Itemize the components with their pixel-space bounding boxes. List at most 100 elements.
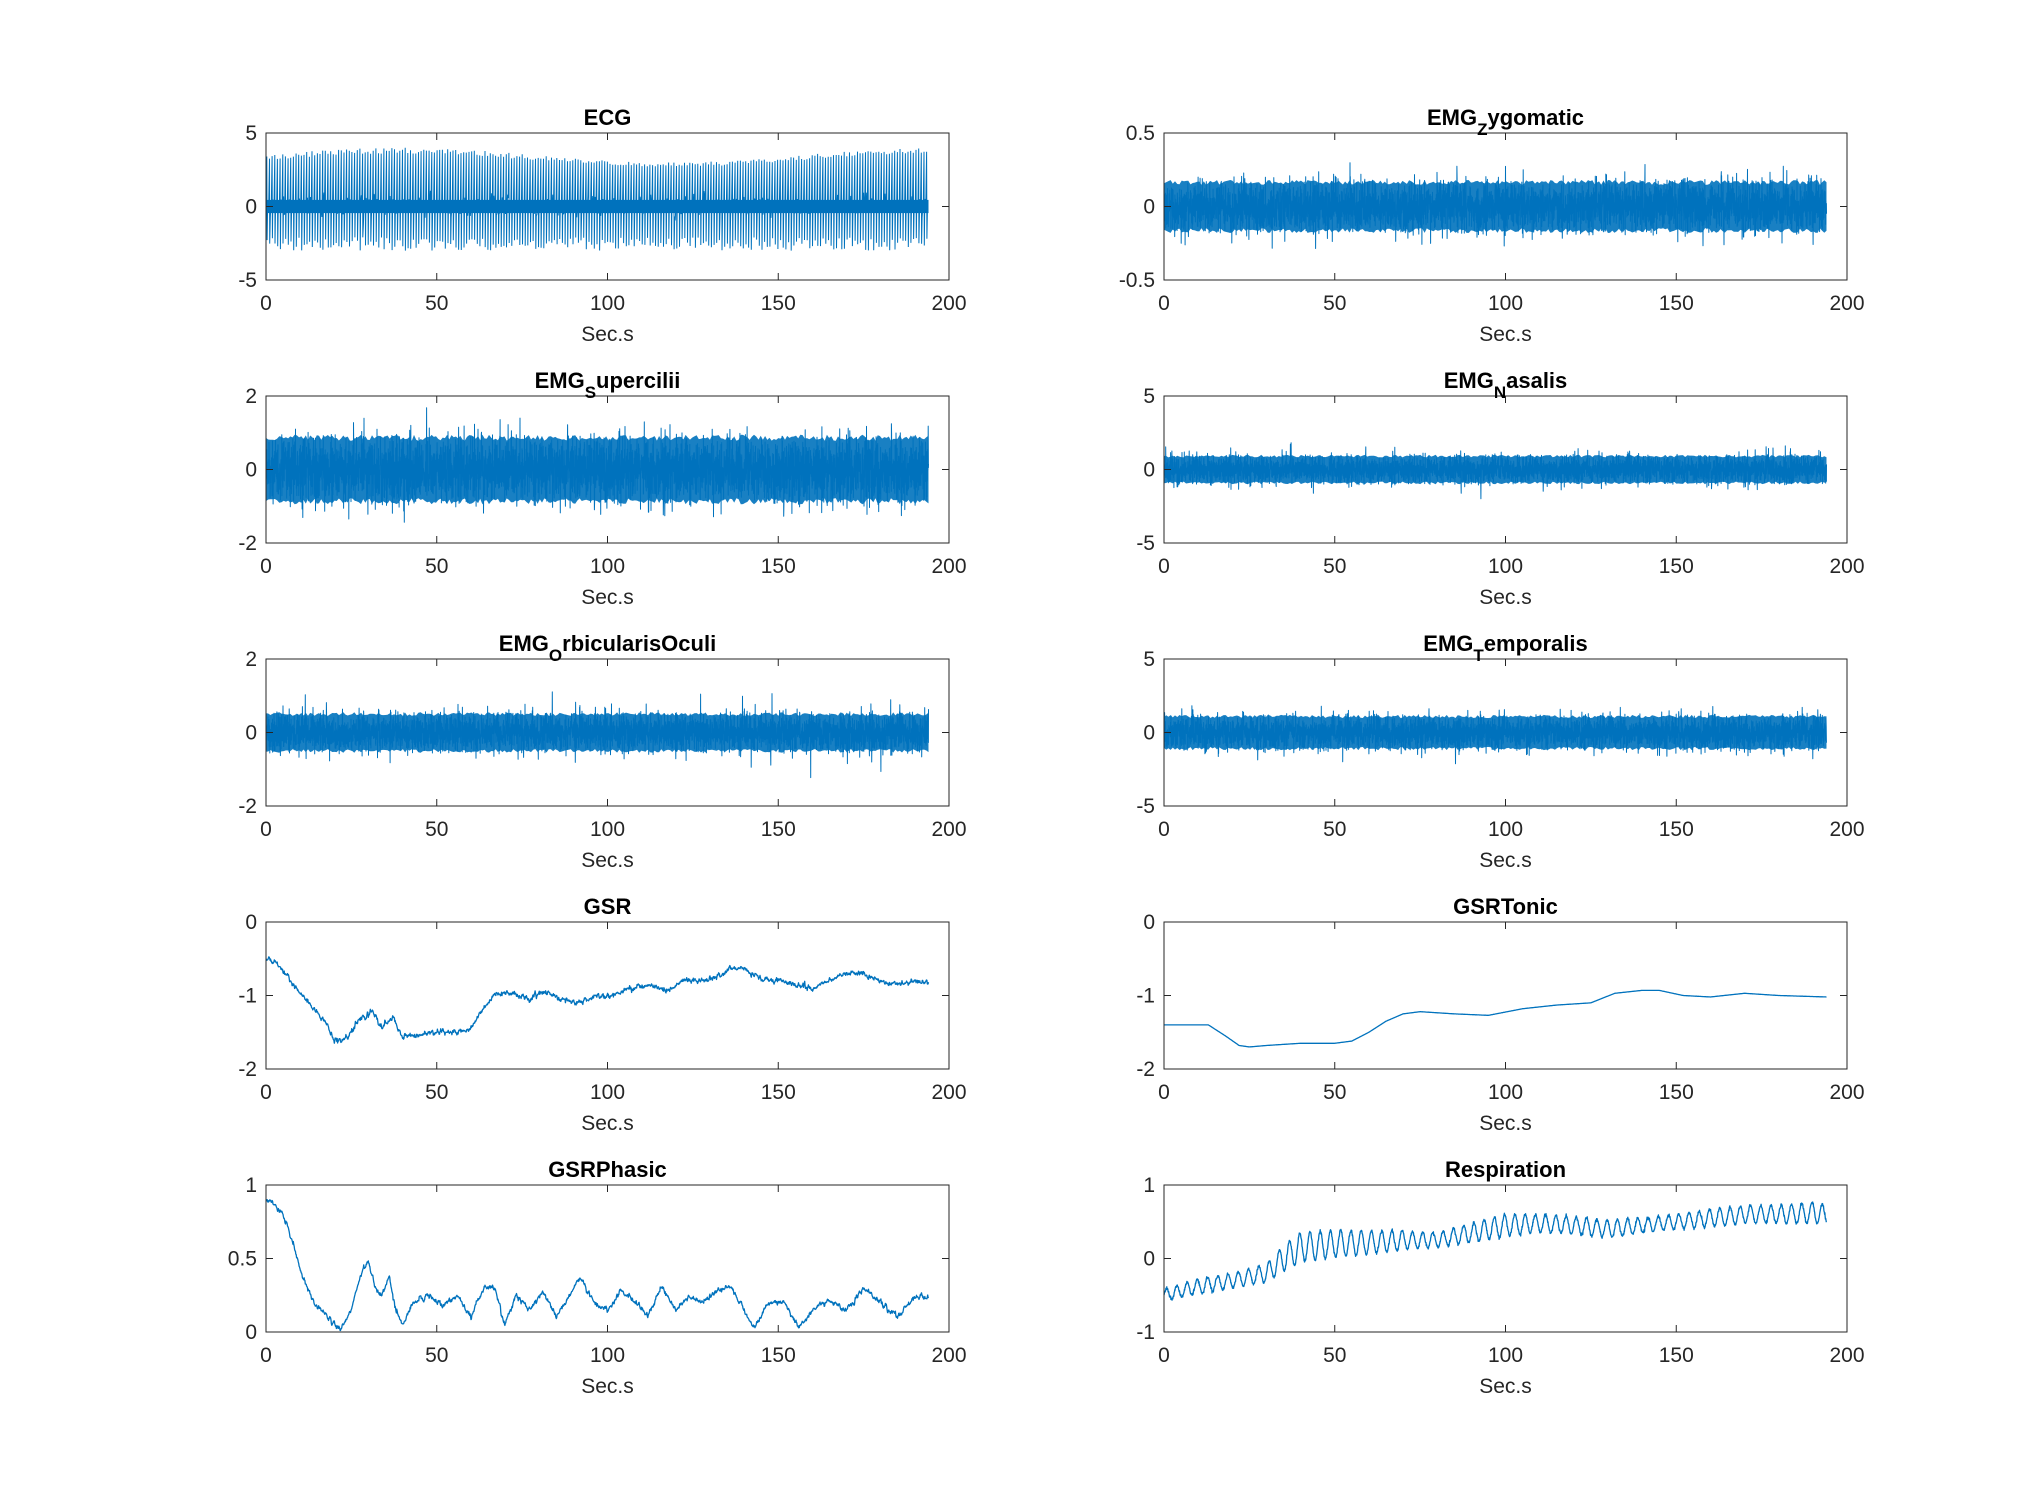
plot-area bbox=[1164, 922, 1847, 1069]
x-tick-label: 0 bbox=[260, 1081, 272, 1104]
signal-line bbox=[1163, 1201, 1828, 1301]
y-tick-label: 0 bbox=[245, 196, 257, 219]
x-tick-label: 200 bbox=[1829, 1081, 1864, 1104]
y-tick-label: 0.5 bbox=[228, 1248, 257, 1271]
y-tick-label: 1 bbox=[1143, 1174, 1155, 1197]
signal-envelope bbox=[266, 712, 929, 753]
y-tick-label: -2 bbox=[238, 532, 257, 555]
x-tick-label: 50 bbox=[425, 1344, 448, 1367]
x-axis-label: Sec.s bbox=[581, 1375, 634, 1398]
y-tick-label: -5 bbox=[238, 269, 257, 292]
y-tick-label: -1 bbox=[1136, 985, 1155, 1008]
subplot-8: 0 50 100 150 200 -2 -1 0 Sec.s GSRTonic bbox=[1136, 894, 1864, 1135]
panel-title-main: GSRPhasic bbox=[548, 1157, 667, 1182]
panel-title: ECG bbox=[584, 105, 632, 130]
x-tick-label: 200 bbox=[1829, 292, 1864, 315]
x-tick-label: 50 bbox=[1323, 818, 1346, 841]
panel-title-main: EMG bbox=[1444, 368, 1494, 393]
x-axis-label: Sec.s bbox=[581, 586, 634, 609]
x-tick-label: 50 bbox=[425, 555, 448, 578]
y-tick-label: -2 bbox=[238, 795, 257, 818]
signal-envelope bbox=[1164, 180, 1827, 233]
x-tick-label: 150 bbox=[761, 555, 796, 578]
x-tick-label: 0 bbox=[1158, 1081, 1170, 1104]
x-axis-label: Sec.s bbox=[1479, 323, 1532, 346]
y-tick-label: 0 bbox=[245, 459, 257, 482]
x-tick-label: 100 bbox=[1488, 818, 1523, 841]
panel-title-main: Respiration bbox=[1445, 1157, 1566, 1182]
panel-title: EMGZygomatic bbox=[1427, 105, 1584, 139]
x-tick-label: 150 bbox=[761, 1344, 796, 1367]
x-tick-label: 200 bbox=[1829, 1344, 1864, 1367]
panel-title-rest: rbicularisOculi bbox=[562, 631, 716, 656]
x-axis-label: Sec.s bbox=[1479, 1375, 1532, 1398]
y-tick-label: 2 bbox=[245, 385, 257, 408]
panel-title-main: EMG bbox=[1427, 105, 1477, 130]
x-tick-label: 100 bbox=[590, 1081, 625, 1104]
x-tick-label: 50 bbox=[1323, 555, 1346, 578]
x-axis-label: Sec.s bbox=[581, 849, 634, 872]
x-tick-label: 0 bbox=[260, 1344, 272, 1367]
x-tick-label: 150 bbox=[1659, 1344, 1694, 1367]
y-tick-label: -2 bbox=[238, 1058, 257, 1081]
y-tick-label: 0 bbox=[1143, 196, 1155, 219]
x-tick-label: 100 bbox=[590, 292, 625, 315]
panel-title-rest: asalis bbox=[1506, 368, 1567, 393]
panel-title-subscript: Z bbox=[1477, 120, 1487, 139]
x-tick-label: 100 bbox=[590, 555, 625, 578]
x-tick-label: 0 bbox=[1158, 818, 1170, 841]
x-axis-label: Sec.s bbox=[581, 323, 634, 346]
y-tick-label: -0.5 bbox=[1119, 269, 1155, 292]
panel-title-main: EMG bbox=[1423, 631, 1473, 656]
x-tick-label: 50 bbox=[425, 1081, 448, 1104]
x-tick-label: 150 bbox=[761, 818, 796, 841]
x-tick-label: 50 bbox=[1323, 1344, 1346, 1367]
x-tick-label: 150 bbox=[1659, 555, 1694, 578]
y-tick-label: 0 bbox=[245, 911, 257, 934]
panel-title-main: GSRTonic bbox=[1453, 894, 1558, 919]
x-tick-label: 0 bbox=[1158, 555, 1170, 578]
panel-title: EMGTemporalis bbox=[1423, 631, 1587, 665]
x-axis-label: Sec.s bbox=[1479, 849, 1532, 872]
y-tick-label: -5 bbox=[1136, 532, 1155, 555]
y-tick-label: 0 bbox=[1143, 459, 1155, 482]
x-tick-label: 50 bbox=[425, 292, 448, 315]
y-tick-label: -1 bbox=[238, 985, 257, 1008]
subplot-9: 0 50 100 150 200 0 0.5 1 Sec.s GSRPhasic bbox=[228, 1157, 967, 1398]
y-tick-label: 5 bbox=[1143, 385, 1155, 408]
signal-line bbox=[265, 956, 930, 1044]
x-tick-label: 0 bbox=[1158, 1344, 1170, 1367]
panel-title-rest: ygomatic bbox=[1487, 105, 1584, 130]
signal-line bbox=[265, 147, 929, 251]
y-tick-label: 5 bbox=[1143, 648, 1155, 671]
x-tick-label: 200 bbox=[1829, 818, 1864, 841]
y-tick-label: 0 bbox=[245, 1321, 257, 1344]
y-tick-label: 0 bbox=[245, 722, 257, 745]
y-tick-label: 0 bbox=[1143, 911, 1155, 934]
panel-title-subscript: N bbox=[1494, 383, 1506, 402]
panel-title: EMGNasalis bbox=[1444, 368, 1568, 402]
y-tick-label: 1 bbox=[245, 1174, 257, 1197]
x-axis-label: Sec.s bbox=[1479, 1112, 1532, 1135]
subplot-7: 0 50 100 150 200 -2 -1 0 Sec.s GSR bbox=[238, 894, 966, 1135]
x-tick-label: 100 bbox=[1488, 555, 1523, 578]
plot-area bbox=[1164, 1185, 1847, 1332]
signal-envelope bbox=[266, 434, 929, 505]
x-tick-label: 150 bbox=[1659, 818, 1694, 841]
y-tick-label: -2 bbox=[1136, 1058, 1155, 1081]
x-tick-label: 200 bbox=[931, 292, 966, 315]
plot-area bbox=[266, 1185, 949, 1332]
y-tick-label: 2 bbox=[245, 648, 257, 671]
y-tick-label: 0 bbox=[1143, 1248, 1155, 1271]
y-tick-label: -5 bbox=[1136, 795, 1155, 818]
y-tick-label: 0 bbox=[1143, 722, 1155, 745]
x-tick-label: 200 bbox=[1829, 555, 1864, 578]
panel-title-main: EMG bbox=[535, 368, 585, 393]
signal-envelope bbox=[1164, 714, 1827, 751]
panel-title-main: GSR bbox=[584, 894, 632, 919]
x-tick-label: 0 bbox=[1158, 292, 1170, 315]
